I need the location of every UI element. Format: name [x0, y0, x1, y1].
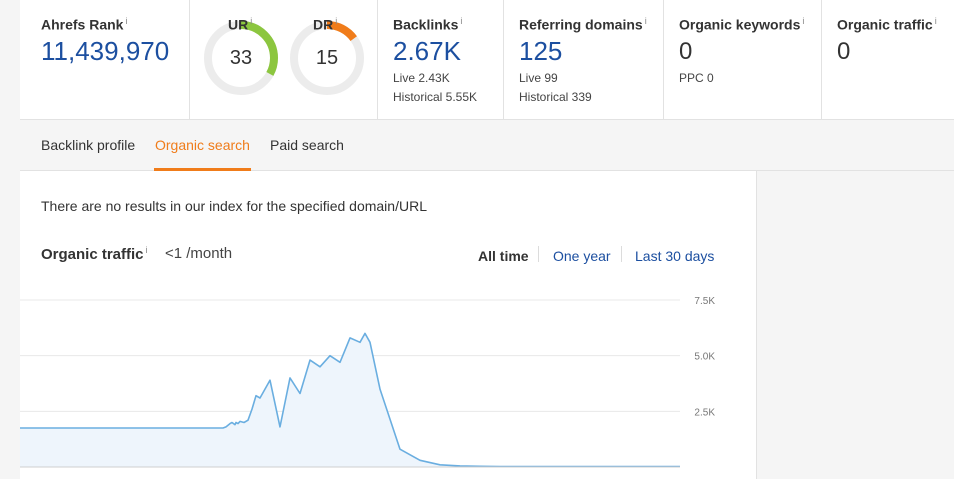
ur-value: 33	[229, 47, 253, 69]
dr-gauge[interactable]: 15	[289, 20, 365, 96]
ahrefs-rank-value: 11,439,970	[41, 36, 170, 66]
organic-keywords-value: 0	[679, 38, 693, 65]
range-divider	[621, 246, 622, 262]
ur-gauge-fill	[204, 21, 278, 95]
metrics-bar: Ahrefs Rank i 11,439,970 33 UR i 15 DR i Ba…	[20, 0, 954, 120]
report-tabs: Backlink profile Organic search Paid sea…	[20, 120, 954, 171]
range-last-30-days[interactable]: Last 30 days	[635, 248, 715, 264]
y-tick-label: 7.5K	[694, 296, 715, 307]
organic-traffic-card: Organic traffic i 0	[822, 0, 954, 120]
info-icon[interactable]: i	[802, 16, 805, 26]
dr-gauge-fill	[290, 21, 364, 95]
ur-gauge-ring	[204, 21, 278, 95]
organic-keywords-label: Organic keywords i	[679, 16, 805, 33]
ppc-value: PPC 0	[679, 71, 714, 85]
backlinks-card: Backlinks i 2.67K Live 2.43K Historical 5…	[378, 0, 504, 120]
tab-paid-search[interactable]: Paid search	[270, 137, 344, 153]
info-icon[interactable]: i	[250, 16, 253, 26]
referring-domains-label: Referring domains i	[519, 16, 647, 33]
organic-traffic-chart-title: Organic traffic i	[41, 245, 148, 263]
tab-backlink-profile[interactable]: Backlink profile	[41, 137, 136, 153]
referring-domains-card: Referring domains i 125 Live 99 Historica…	[504, 0, 664, 120]
dr-value: 15	[315, 47, 339, 69]
ur-label: UR i	[228, 16, 253, 33]
range-one-year[interactable]: One year	[553, 248, 611, 264]
backlinks-value[interactable]: 2.67K	[393, 36, 461, 66]
dr-label: DR i	[313, 16, 338, 33]
info-icon[interactable]: i	[934, 16, 937, 26]
info-icon[interactable]: i	[125, 16, 128, 26]
tab-organic-search[interactable]: Organic search	[155, 137, 250, 153]
organic-traffic-monthly: <1 /month	[165, 245, 233, 262]
backlinks-label: Backlinks i	[393, 16, 463, 33]
organic-traffic-value: 0	[837, 38, 851, 65]
rating-card: 33 UR i 15 DR i	[190, 0, 378, 120]
y-tick-label: 5.0K	[694, 352, 715, 363]
referring-domains-live: Live 99	[519, 71, 558, 85]
ahrefs-rank-label: Ahrefs Rank i	[41, 16, 128, 33]
info-icon[interactable]: i	[644, 16, 647, 26]
referring-domains-value[interactable]: 125	[519, 36, 563, 66]
referring-domains-historical: Historical 339	[519, 90, 592, 104]
organic-keywords-card: Organic keywords i 0 PPC 0	[664, 0, 822, 120]
organic-traffic-chart: 7.5K 5.0K 2.5K	[20, 296, 715, 468]
range-all-time[interactable]: All time	[478, 248, 529, 264]
ahrefs-rank-card: Ahrefs Rank i 11,439,970	[20, 0, 190, 120]
right-sidebar	[757, 171, 954, 479]
info-icon[interactable]: i	[335, 16, 338, 26]
active-tab-indicator	[154, 168, 251, 171]
dr-gauge-ring	[290, 21, 364, 95]
info-icon[interactable]: i	[460, 16, 463, 26]
backlinks-historical: Historical 5.55K	[393, 90, 478, 104]
traffic-area	[20, 333, 680, 467]
range-divider	[538, 246, 539, 262]
no-results-message: There are no results in our index for th…	[41, 198, 427, 214]
ur-gauge[interactable]: 33	[203, 20, 279, 96]
organic-traffic-label: Organic traffic i	[837, 16, 937, 33]
y-tick-label: 2.5K	[694, 407, 715, 418]
info-icon[interactable]: i	[145, 245, 148, 255]
backlinks-live: Live 2.43K	[393, 71, 450, 85]
traffic-line	[20, 332, 680, 468]
